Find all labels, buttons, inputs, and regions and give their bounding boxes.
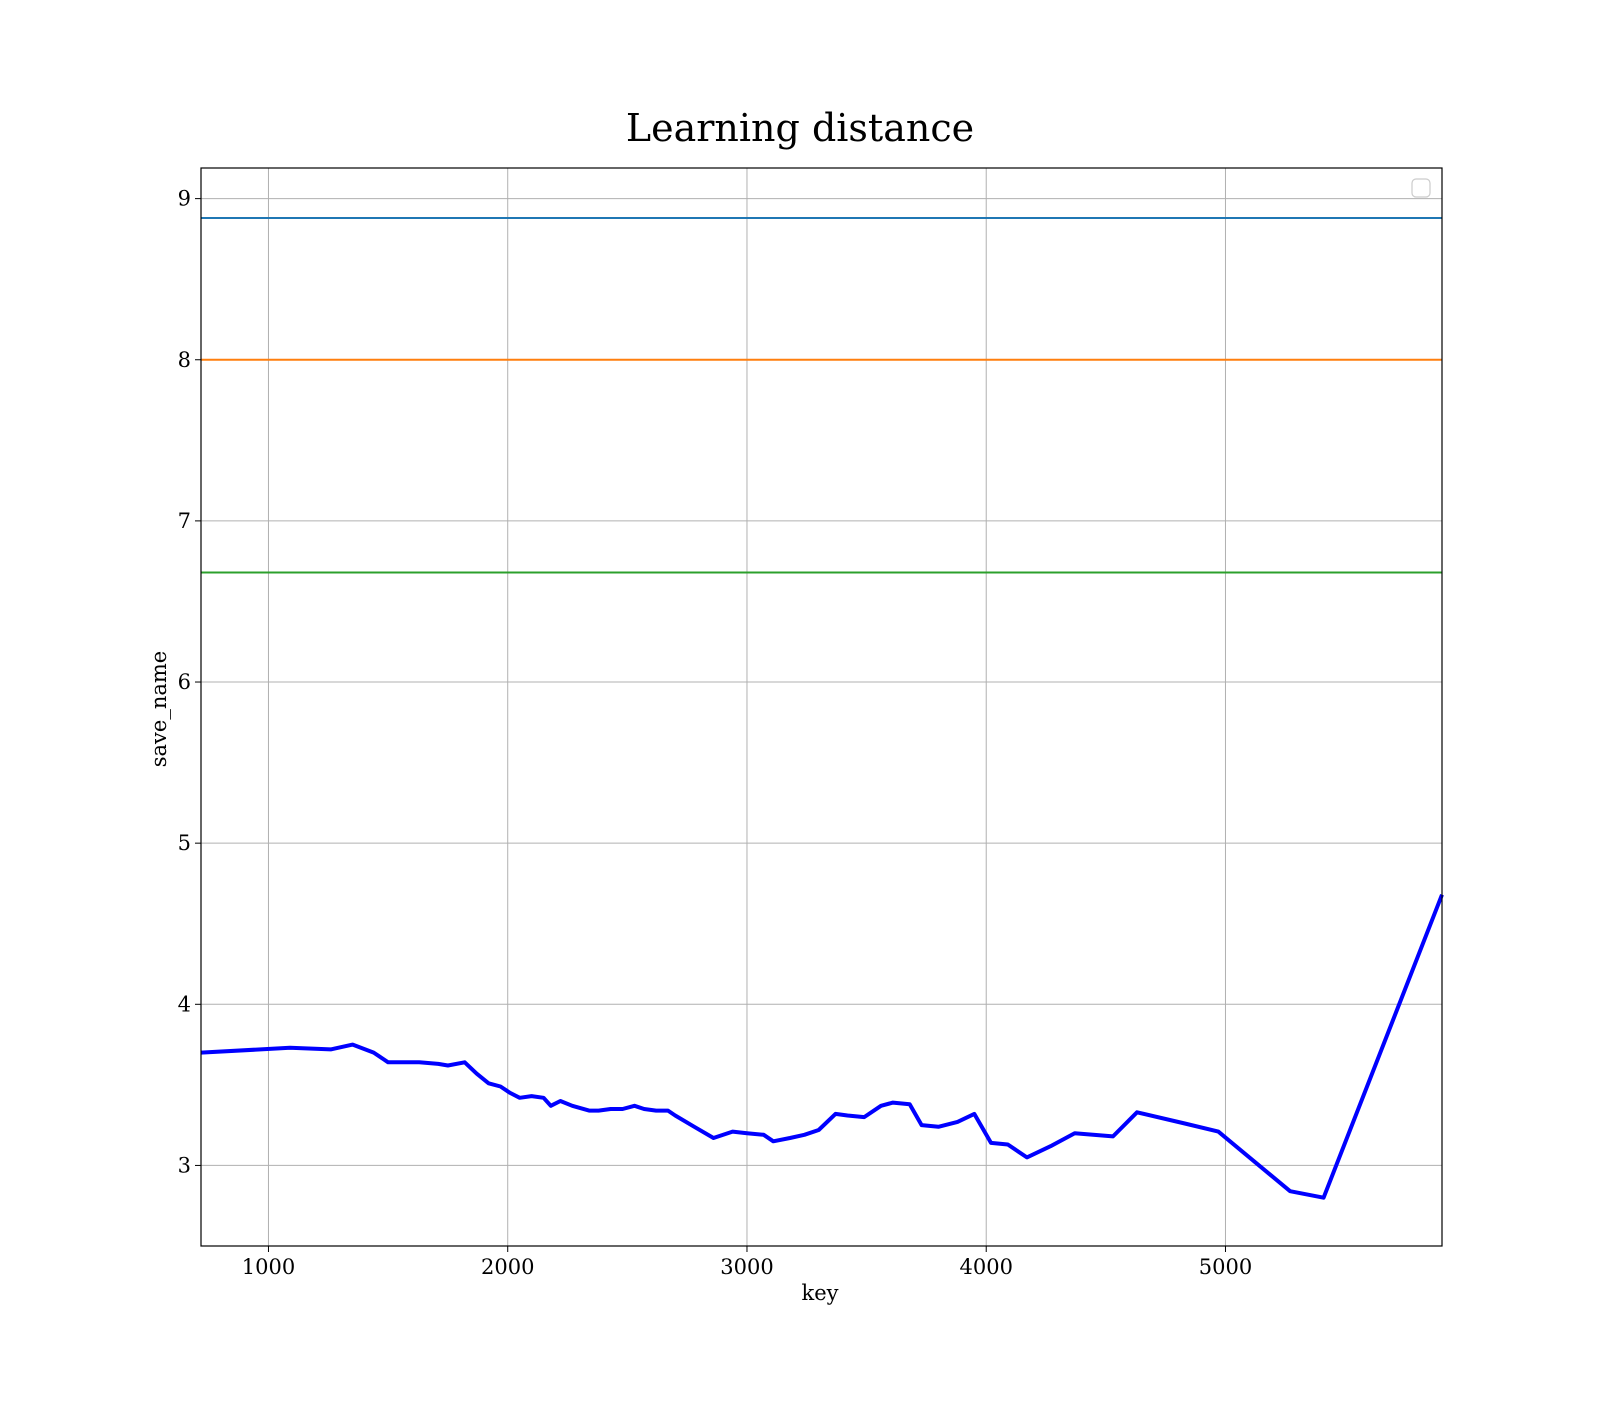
y-tick-label: 8 bbox=[178, 348, 191, 372]
series-line bbox=[200, 893, 1444, 1200]
y-tick-label: 7 bbox=[178, 509, 191, 533]
legend-box bbox=[1411, 178, 1431, 198]
y-tick-label: 6 bbox=[178, 670, 191, 694]
x-tick-label: 2000 bbox=[481, 1255, 534, 1279]
y-axis-ticks: 3 4 5 6 7 8 9 bbox=[178, 187, 201, 1177]
x-tick-label: 3000 bbox=[720, 1255, 773, 1279]
reference-lines bbox=[201, 216, 1442, 574]
x-axis-label: key bbox=[801, 1281, 838, 1305]
y-tick-label: 3 bbox=[178, 1153, 191, 1177]
y-tick-label: 4 bbox=[178, 992, 191, 1016]
x-tick-label: 5000 bbox=[1199, 1255, 1252, 1279]
y-tick-label: 9 bbox=[178, 187, 191, 211]
x-tick-label: 4000 bbox=[959, 1255, 1012, 1279]
x-tick-label: 1000 bbox=[242, 1255, 295, 1279]
y-tick-label: 5 bbox=[178, 831, 191, 855]
chart-title: Learning distance bbox=[626, 106, 974, 150]
y-axis-label: save_name bbox=[147, 651, 171, 767]
plot-frame bbox=[200, 167, 1443, 1247]
data-series bbox=[200, 893, 1444, 1200]
x-axis-ticks: 1000 2000 3000 4000 5000 bbox=[242, 1246, 1252, 1279]
